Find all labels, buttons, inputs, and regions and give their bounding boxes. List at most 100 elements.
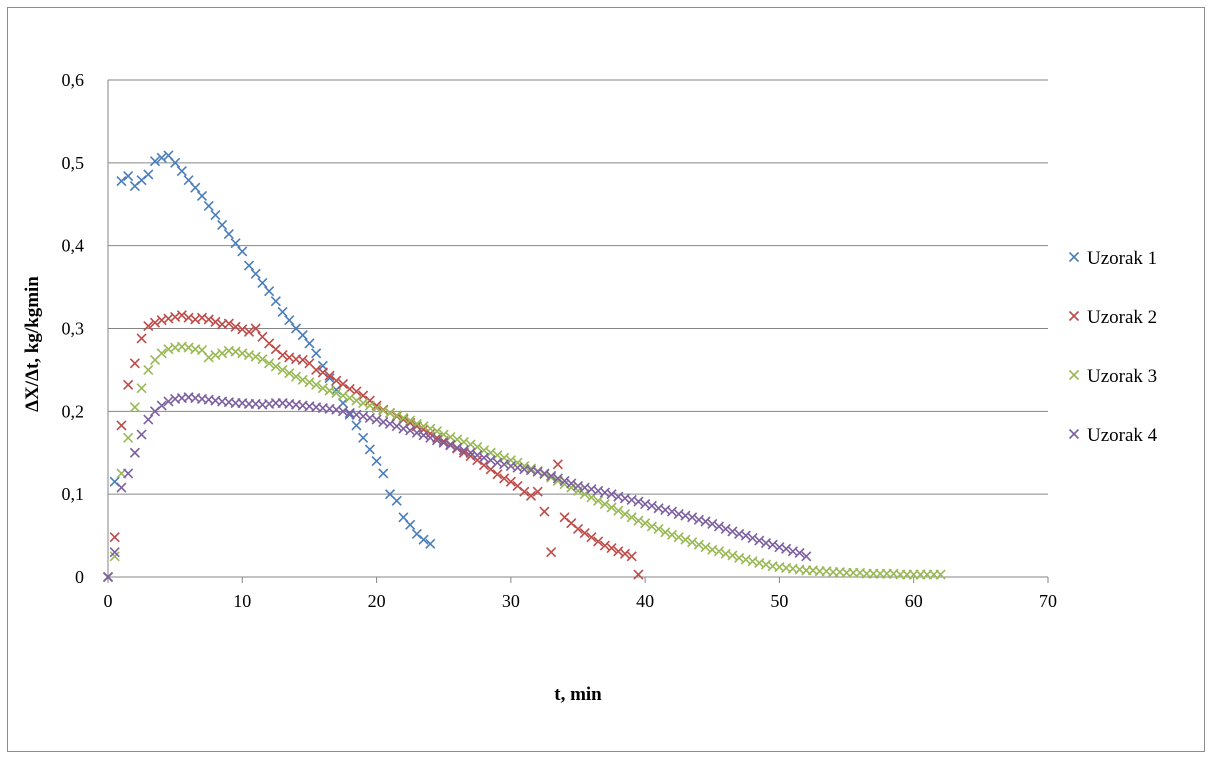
data-point: [344, 393, 355, 404]
data-point: [156, 348, 167, 359]
data-point: [418, 534, 429, 545]
legend-label: Uzorak 1: [1087, 248, 1157, 269]
data-point: [311, 348, 322, 359]
data-point: [344, 407, 355, 419]
data-point: [801, 551, 812, 562]
data-point: [243, 349, 255, 361]
data-point: [109, 547, 120, 558]
data-point: [129, 358, 140, 369]
data-point: [237, 324, 248, 335]
data-point: [156, 152, 167, 163]
data-point: [411, 427, 422, 438]
data-point: [317, 367, 328, 378]
legend-item: Uzorak 3: [1068, 366, 1157, 387]
data-point: [364, 400, 375, 411]
data-point: [700, 542, 711, 553]
data-point: [593, 495, 604, 506]
data-point: [230, 238, 241, 249]
data-point: [270, 361, 281, 372]
data-point: [552, 473, 563, 484]
x-tick-labels: 0 10 20 30 40 50 60 70: [104, 591, 1058, 611]
data-point: [720, 523, 731, 535]
data-point: [660, 527, 671, 538]
data-point: [492, 469, 503, 480]
x-tick-label: 50: [770, 591, 788, 611]
data-point: [572, 523, 584, 535]
data-point: [478, 460, 490, 471]
data-point: [485, 455, 496, 466]
data-point: [391, 421, 402, 432]
data-point: [391, 410, 402, 421]
data-point: [438, 437, 449, 448]
data-point: [727, 550, 738, 561]
data-point: [176, 166, 187, 177]
data-point: [593, 536, 604, 547]
data-point: [230, 321, 241, 332]
data-point: [136, 429, 147, 440]
legend-label: Uzorak 3: [1087, 366, 1157, 387]
data-point: [539, 468, 550, 479]
data-point: [163, 313, 174, 324]
data-point: [586, 484, 597, 495]
data-point: [371, 414, 382, 425]
x-tick-label: 30: [502, 591, 520, 611]
data-point: [190, 314, 201, 325]
data-point: [405, 425, 416, 436]
data-point: [176, 310, 187, 321]
data-point: [693, 539, 704, 550]
x-tick-label: 70: [1039, 591, 1057, 611]
data-point: [680, 534, 691, 545]
data-point: [149, 156, 161, 167]
data-point: [331, 375, 342, 386]
data-point: [794, 547, 805, 559]
data-point: [331, 388, 342, 399]
legend-marker: [1068, 251, 1080, 263]
data-point: [304, 338, 315, 349]
x-tick-label: 40: [636, 591, 654, 611]
data-point: [237, 246, 248, 257]
data-point: [311, 364, 322, 375]
data-point: [586, 532, 597, 543]
data-point: [606, 542, 617, 554]
series-4: [102, 392, 812, 583]
data-point: [223, 318, 234, 329]
data-point: [358, 411, 369, 422]
data-point: [210, 209, 221, 221]
data-point: [297, 374, 308, 385]
data-point: [666, 506, 678, 517]
data-point: [781, 543, 792, 554]
data-point: [170, 311, 181, 322]
legend-item: Uzorak 4: [1068, 425, 1158, 446]
y-tick-label: 0,3: [62, 319, 85, 339]
data-point: [277, 306, 288, 317]
data-point: [297, 330, 308, 341]
data-point: [519, 486, 530, 497]
data-point: [740, 554, 751, 565]
data-point: [203, 352, 214, 363]
data-point: [270, 296, 281, 307]
data-point: [358, 432, 369, 443]
data-point: [237, 348, 248, 359]
y-axis-title: ΔX/Δt, kg/kgmin: [22, 276, 43, 412]
data-point: [351, 395, 362, 406]
data-point: [606, 502, 617, 513]
data-point: [666, 529, 678, 540]
series-1: [102, 150, 436, 583]
y-tick-label: 0,2: [62, 401, 85, 421]
data-point: [458, 445, 469, 456]
data-point: [418, 430, 429, 441]
data-point: [371, 455, 382, 467]
data-point: [250, 351, 261, 362]
data-point: [364, 444, 375, 455]
data-point: [559, 475, 570, 486]
data-point: [223, 229, 234, 240]
legend-item: Uzorak 1: [1068, 248, 1157, 269]
data-point: [633, 569, 644, 580]
data-point: [183, 342, 194, 353]
plot-series: [102, 150, 946, 583]
data-point: [398, 412, 409, 424]
data-point: [378, 405, 389, 416]
data-point: [478, 445, 490, 456]
data-point: [170, 157, 181, 168]
data-point: [358, 397, 369, 409]
